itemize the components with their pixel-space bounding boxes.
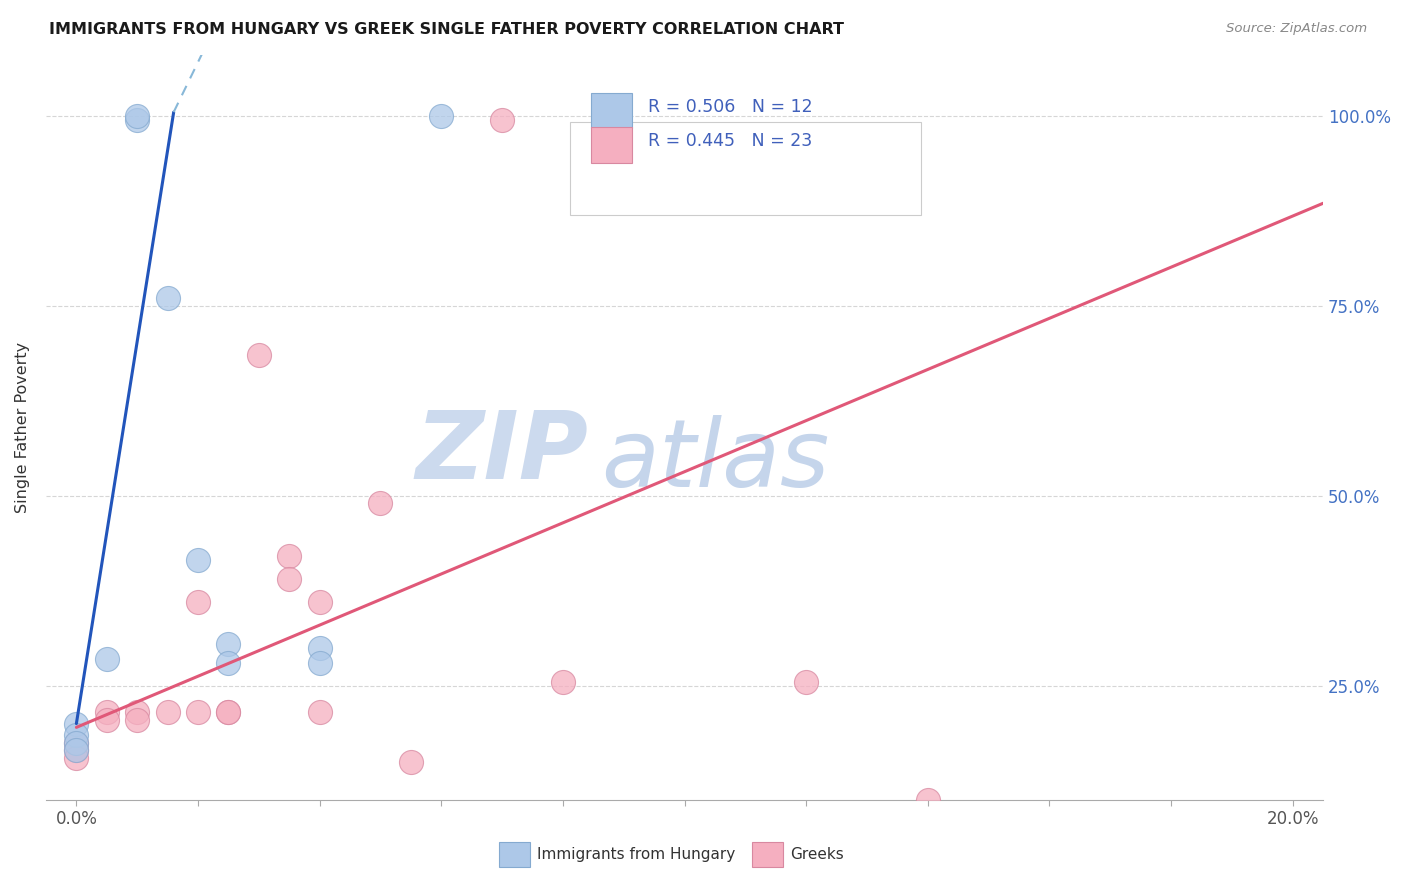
Point — [96, 652, 118, 666]
Point — [217, 637, 239, 651]
Point — [156, 291, 179, 305]
Point — [430, 109, 453, 123]
Point — [308, 656, 330, 670]
Y-axis label: Single Father Poverty: Single Father Poverty — [15, 342, 30, 513]
Point — [734, 819, 756, 833]
Point — [217, 705, 239, 719]
Point — [217, 656, 239, 670]
FancyBboxPatch shape — [592, 127, 633, 162]
Point — [187, 553, 209, 567]
Point — [308, 705, 330, 719]
Text: R = 0.506   N = 12: R = 0.506 N = 12 — [648, 98, 813, 116]
Point — [65, 716, 87, 731]
Point — [794, 674, 817, 689]
Point — [370, 496, 392, 510]
Point — [491, 112, 513, 127]
Text: Source: ZipAtlas.com: Source: ZipAtlas.com — [1226, 22, 1367, 36]
Point — [278, 549, 301, 564]
Point — [127, 705, 149, 719]
Point — [127, 713, 149, 727]
Text: ZIP: ZIP — [416, 408, 589, 500]
Point — [156, 705, 179, 719]
FancyBboxPatch shape — [592, 93, 633, 128]
Point — [187, 595, 209, 609]
Text: IMMIGRANTS FROM HUNGARY VS GREEK SINGLE FATHER POVERTY CORRELATION CHART: IMMIGRANTS FROM HUNGARY VS GREEK SINGLE … — [49, 22, 844, 37]
Point — [308, 640, 330, 655]
FancyBboxPatch shape — [569, 122, 921, 215]
Point — [217, 705, 239, 719]
Point — [127, 112, 149, 127]
Point — [65, 743, 87, 757]
Point — [65, 743, 87, 757]
Point — [278, 572, 301, 586]
Text: Immigrants from Hungary: Immigrants from Hungary — [537, 847, 735, 862]
Point — [96, 713, 118, 727]
Text: R = 0.445   N = 23: R = 0.445 N = 23 — [648, 132, 811, 150]
Point — [917, 792, 939, 806]
Point — [65, 728, 87, 742]
Point — [65, 735, 87, 749]
Point — [430, 819, 453, 833]
Text: atlas: atlas — [602, 416, 830, 507]
Point — [65, 735, 87, 749]
Point — [399, 755, 422, 769]
Point — [65, 750, 87, 764]
Point — [247, 348, 270, 362]
Point — [551, 674, 574, 689]
Point — [187, 705, 209, 719]
Point — [96, 705, 118, 719]
Point — [127, 109, 149, 123]
Text: Greeks: Greeks — [790, 847, 844, 862]
Point — [308, 595, 330, 609]
